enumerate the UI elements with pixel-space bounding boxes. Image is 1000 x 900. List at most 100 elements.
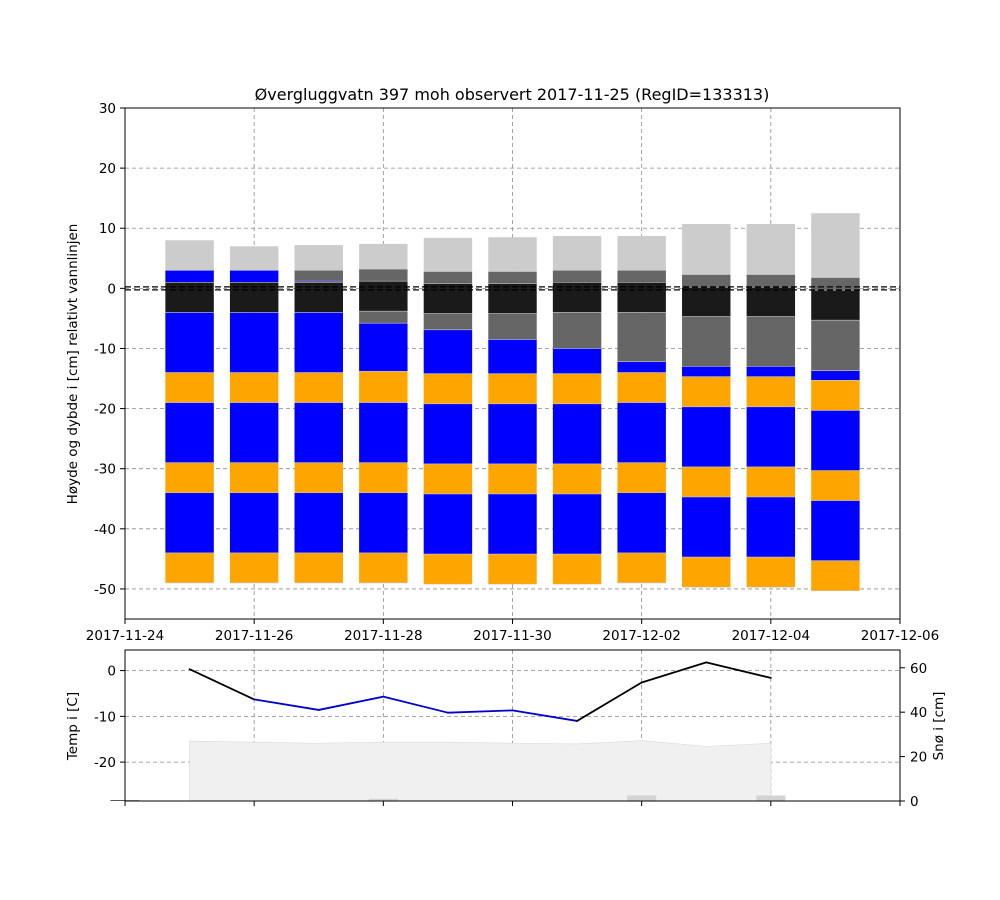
bar-layer-new-snow bbox=[746, 224, 796, 275]
bar-layer-black-ice bbox=[229, 402, 279, 463]
bar-layer-slush-ice bbox=[229, 552, 279, 583]
bar-layer-slush-ice bbox=[229, 372, 279, 403]
bar-layer-black-ice bbox=[617, 361, 666, 373]
main-x-tick-label: 2017-12-02 bbox=[602, 628, 680, 644]
bar-layer-old-snow bbox=[359, 311, 408, 324]
bar-layer-black-ice bbox=[811, 370, 860, 381]
bar-layer-slush bbox=[488, 283, 537, 314]
bar-layer-slush-ice bbox=[294, 372, 343, 403]
main-x-axis-ticks: 2017-11-24 2017-11-26 2017-11-28 2017-11-30… bbox=[86, 619, 939, 644]
sub-y-axis-ticks: 0 -10 -20 bbox=[94, 664, 125, 771]
bar-layer-black-ice bbox=[294, 402, 343, 463]
bar-layer-black-ice bbox=[359, 323, 408, 372]
bar-layer-new-snow bbox=[294, 245, 343, 271]
bar-layer-black-ice bbox=[746, 496, 796, 558]
bar-layer-black-ice bbox=[294, 281, 343, 283]
bar-layer-old-snow bbox=[423, 313, 473, 330]
bar-layer-slush bbox=[811, 290, 860, 321]
main-y-tick-label: -20 bbox=[94, 402, 116, 418]
bar-layer-new-snow bbox=[682, 224, 731, 275]
bar-layer-old-snow bbox=[359, 269, 408, 282]
main-y-tick-label: 20 bbox=[99, 161, 116, 177]
bar-layer-slush-ice bbox=[488, 373, 537, 404]
bar-layer-black-ice bbox=[229, 270, 279, 283]
bar-layer-black-ice bbox=[294, 492, 343, 553]
bar-layer-black-ice bbox=[423, 329, 473, 374]
bar-layer-black-ice bbox=[294, 312, 343, 373]
bar-layer-slush-ice bbox=[617, 552, 666, 583]
bar-layer-slush-ice bbox=[746, 376, 796, 407]
bar-layer-slush-ice bbox=[617, 372, 666, 403]
bar-layer-black-ice bbox=[165, 492, 214, 553]
bar-layer-slush-ice bbox=[423, 554, 473, 585]
bar-layer-black-ice bbox=[682, 406, 731, 467]
sub-y2-tick-label: 60 bbox=[910, 661, 927, 677]
bar-layer-new-snow bbox=[165, 240, 214, 271]
waterline bbox=[125, 286, 900, 291]
main-x-tick-label: 2017-12-04 bbox=[732, 628, 810, 644]
snow-axis-label: Snø i [cm] bbox=[931, 692, 947, 761]
bar-layer-slush-ice bbox=[359, 552, 408, 583]
bar-layer-old-snow bbox=[682, 316, 731, 367]
main-x-tick-label: 2017-12-06 bbox=[861, 628, 939, 644]
main-y-axis-label: Høyde og dybde i [cm] relativt vannlinje… bbox=[65, 224, 81, 505]
bar-layer-old-snow bbox=[746, 274, 796, 288]
bar-layer-old-snow bbox=[617, 312, 666, 362]
bar-layer-slush-ice bbox=[811, 560, 860, 591]
main-y-tick-label: 0 bbox=[107, 281, 116, 297]
bar-layer-black-ice bbox=[359, 492, 408, 553]
sub-y2-axis-ticks: 60 40 20 0 bbox=[900, 661, 927, 810]
bar-layer-old-snow bbox=[294, 270, 343, 282]
bar-layer-black-ice bbox=[423, 403, 473, 464]
bar-layer-slush-ice bbox=[811, 470, 860, 501]
precipitation-bar bbox=[756, 795, 786, 801]
precipitation-bar bbox=[368, 798, 398, 801]
bar-layer-new-snow bbox=[423, 237, 473, 272]
bar-layer-slush-ice bbox=[617, 462, 666, 493]
bar-layer-black-ice bbox=[165, 312, 214, 373]
bar-layer-black-ice bbox=[811, 410, 860, 471]
sub-y2-tick-label: 40 bbox=[910, 705, 927, 721]
bar-layer-black-ice bbox=[552, 493, 602, 555]
temperature-segment bbox=[640, 661, 708, 684]
bar-layer-old-snow bbox=[423, 271, 473, 284]
temperature-segment bbox=[705, 661, 772, 679]
bar-layer-slush bbox=[359, 281, 408, 312]
bar-layer-slush-ice bbox=[423, 463, 473, 494]
bar-layer-new-snow bbox=[617, 236, 666, 271]
bar-layer-slush bbox=[423, 283, 473, 314]
sub-y2-tick-label: 20 bbox=[910, 750, 927, 766]
bar-layer-slush-ice bbox=[165, 552, 214, 583]
bar-layer-slush-ice bbox=[552, 373, 602, 404]
bar-layer-black-ice bbox=[488, 493, 537, 555]
bar-layer-old-snow bbox=[746, 316, 796, 367]
bar-layer-slush-ice bbox=[746, 557, 796, 588]
bar-layer-black-ice bbox=[165, 402, 214, 463]
bar-layer-new-snow bbox=[811, 213, 860, 278]
sub-x-axis-ticks bbox=[124, 801, 901, 806]
main-x-tick-label: 2017-11-30 bbox=[473, 628, 551, 644]
main-x-tick-label: 2017-11-28 bbox=[344, 628, 422, 644]
temperature-segment bbox=[253, 698, 320, 711]
bar-layer-slush bbox=[682, 287, 731, 317]
main-x-tick-label: 2017-11-26 bbox=[215, 628, 293, 644]
bar-layer-old-snow bbox=[617, 270, 666, 283]
main-y-tick-label: -10 bbox=[94, 341, 116, 357]
bar-layer-slush-ice bbox=[359, 462, 408, 493]
snow-depth-area bbox=[189, 740, 772, 802]
precipitation-bar bbox=[627, 795, 657, 801]
temperature-line bbox=[188, 661, 772, 722]
main-y-tick-label: 10 bbox=[99, 221, 116, 237]
main-y-axis-ticks: 30 20 10 0 -10 -20 -30 -40 -50 bbox=[94, 101, 125, 598]
bar-layer-black-ice bbox=[488, 339, 537, 374]
bar-layer-slush-ice bbox=[488, 463, 537, 494]
bar-layer-black-ice bbox=[229, 312, 279, 373]
bar-layer-black-ice bbox=[488, 403, 537, 464]
bar-layer-slush-ice bbox=[359, 371, 408, 403]
bar-layer-black-ice bbox=[229, 492, 279, 553]
main-y-tick-label: 30 bbox=[99, 101, 116, 117]
sub-y2-tick-label: 0 bbox=[910, 794, 919, 810]
bar-layer-old-snow bbox=[811, 320, 860, 371]
